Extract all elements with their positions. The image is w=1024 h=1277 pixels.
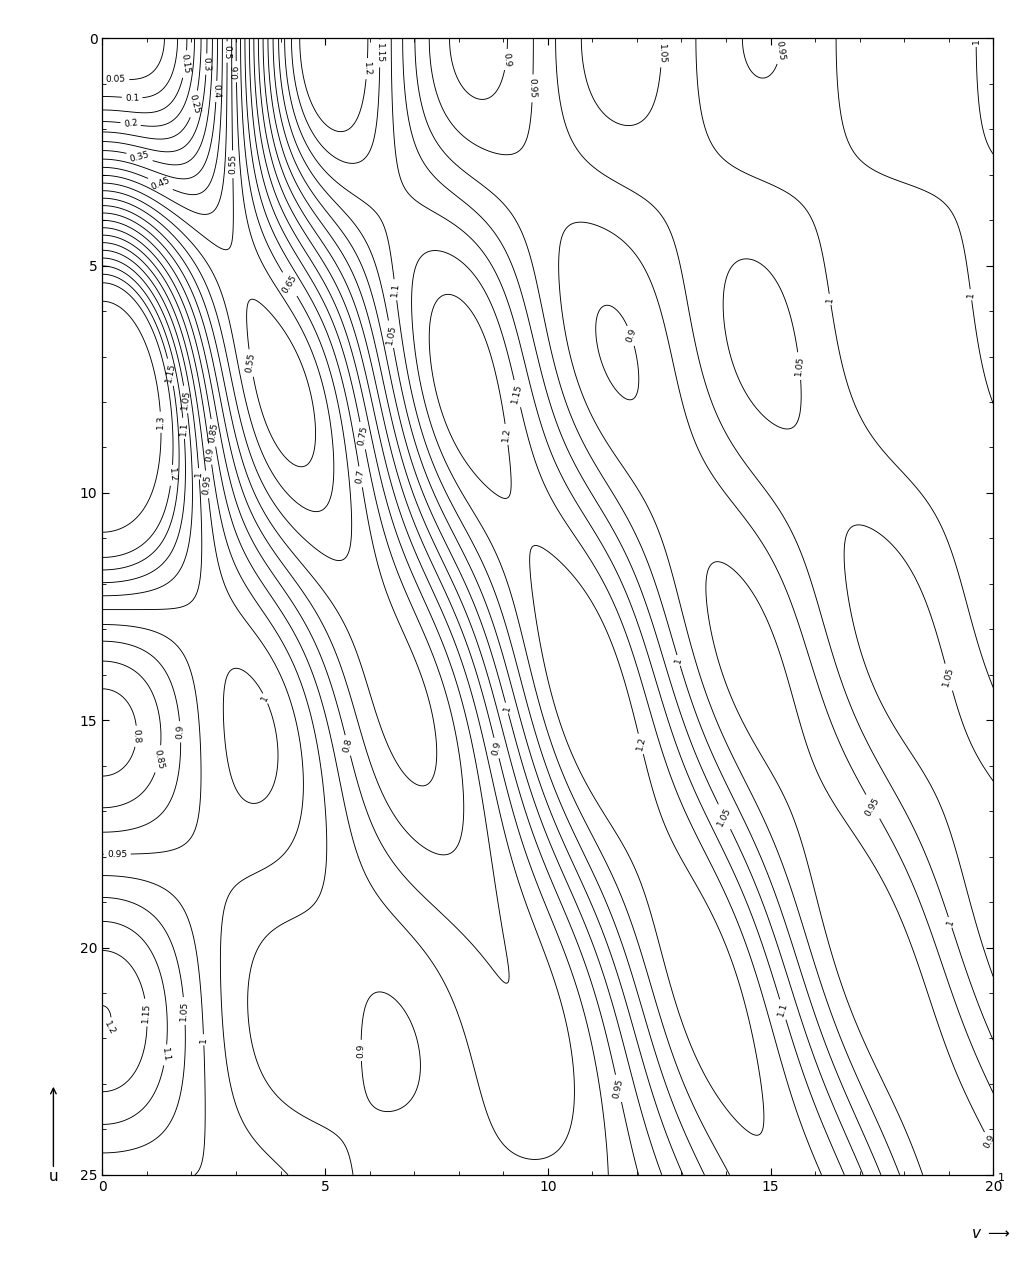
Text: 1.1: 1.1 <box>178 420 188 435</box>
Text: 0.9: 0.9 <box>625 327 638 344</box>
Text: 0.95: 0.95 <box>527 78 538 98</box>
Text: 0.35: 0.35 <box>129 149 151 163</box>
Text: 0.95: 0.95 <box>774 40 786 61</box>
Text: 0.1: 0.1 <box>125 93 139 102</box>
Text: 1.05: 1.05 <box>656 43 667 64</box>
Text: 0.95: 0.95 <box>864 796 882 817</box>
Text: 1: 1 <box>195 471 204 478</box>
Text: 1.05: 1.05 <box>179 1001 189 1022</box>
Text: 0.95: 0.95 <box>612 1078 625 1099</box>
Text: 1.15: 1.15 <box>511 383 524 405</box>
Text: 1.05: 1.05 <box>180 388 191 410</box>
Text: 0.6: 0.6 <box>231 64 241 79</box>
Text: 0.05: 0.05 <box>105 75 126 84</box>
Text: 0.15: 0.15 <box>179 54 191 74</box>
Text: 1: 1 <box>199 1037 208 1043</box>
Text: 1.05: 1.05 <box>385 323 397 345</box>
Text: 1.15: 1.15 <box>375 43 384 64</box>
Text: 0.9: 0.9 <box>490 739 503 756</box>
Text: 1: 1 <box>825 296 835 303</box>
Text: 1.15: 1.15 <box>164 361 177 383</box>
Text: 0.55: 0.55 <box>228 155 238 175</box>
Text: 0.85: 0.85 <box>207 423 219 443</box>
Text: 1.2: 1.2 <box>501 427 512 442</box>
Text: 1.2: 1.2 <box>635 736 647 752</box>
Text: 1: 1 <box>945 918 955 927</box>
Text: 1.2: 1.2 <box>167 467 177 483</box>
Text: 1.05: 1.05 <box>716 806 733 827</box>
Text: 0.8: 0.8 <box>132 729 141 743</box>
Text: 1: 1 <box>966 291 976 299</box>
Text: 1.2: 1.2 <box>102 1019 117 1036</box>
Text: 1.15: 1.15 <box>141 1002 152 1023</box>
Text: 1: 1 <box>997 1172 1005 1183</box>
Text: 0.55: 0.55 <box>245 352 257 374</box>
Text: 0.65: 0.65 <box>281 273 299 295</box>
Text: u: u <box>48 1170 58 1184</box>
Text: 1.3: 1.3 <box>156 415 166 429</box>
Text: 0.8: 0.8 <box>342 737 354 753</box>
Text: 1.1: 1.1 <box>390 282 400 298</box>
Text: 1: 1 <box>260 693 270 702</box>
Text: 0.2: 0.2 <box>123 119 138 129</box>
Text: 1.05: 1.05 <box>794 355 805 377</box>
Text: 0.75: 0.75 <box>356 425 369 447</box>
Text: 0.7: 0.7 <box>355 469 367 485</box>
Text: 0.9: 0.9 <box>175 724 185 739</box>
Text: 0.9: 0.9 <box>356 1043 366 1057</box>
Text: 1.1: 1.1 <box>776 1001 790 1018</box>
Text: 0.25: 0.25 <box>187 93 202 115</box>
Text: 0.9: 0.9 <box>982 1133 996 1149</box>
Text: 0.45: 0.45 <box>150 176 171 192</box>
Text: 0.95: 0.95 <box>108 849 127 858</box>
Text: $v\ \longrightarrow$: $v\ \longrightarrow$ <box>971 1226 1011 1241</box>
Text: 0.9: 0.9 <box>501 52 512 68</box>
Text: 1.1: 1.1 <box>160 1047 171 1062</box>
Text: 0.95: 0.95 <box>202 474 213 495</box>
Text: 1.05: 1.05 <box>942 667 955 688</box>
Text: 1: 1 <box>502 704 512 713</box>
Text: 0.9: 0.9 <box>205 447 216 462</box>
Text: 1: 1 <box>674 656 684 664</box>
Text: 0.85: 0.85 <box>153 748 165 770</box>
Text: 1: 1 <box>972 38 981 45</box>
Text: 1.2: 1.2 <box>361 61 372 77</box>
Text: 0.5: 0.5 <box>222 45 231 59</box>
Text: 0.4: 0.4 <box>212 84 221 98</box>
Text: 0.3: 0.3 <box>202 56 211 72</box>
